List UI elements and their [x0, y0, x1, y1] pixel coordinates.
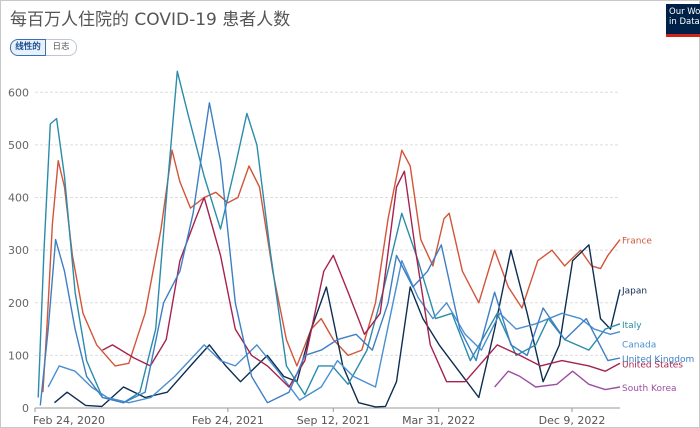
series-label-united-states: United States — [622, 360, 683, 370]
x-tick-label: Feb 24, 2020 — [33, 414, 105, 427]
line-japan — [54, 244, 621, 408]
logo-accent-bar — [666, 34, 700, 37]
x-tick-label: Mar 31, 2022 — [402, 414, 475, 427]
line-italy — [37, 70, 621, 404]
log-scale-toggle[interactable]: 日志 — [45, 39, 77, 56]
series-label-japan: Japan — [621, 287, 647, 297]
x-tick-label: Sep 12, 2021 — [297, 414, 370, 427]
y-tick-label: 300 — [8, 244, 29, 257]
y-tick-label: 500 — [8, 139, 29, 152]
series-label-canada: Canada — [622, 341, 656, 351]
linear-scale-toggle[interactable]: 线性的 — [10, 39, 46, 56]
line-united-states — [102, 170, 621, 388]
grid-lines — [35, 91, 620, 409]
x-tick-label: Dec 9, 2022 — [539, 414, 606, 427]
series-label-italy: Italy — [622, 321, 642, 331]
y-tick-label: 600 — [8, 86, 29, 99]
owid-logo[interactable]: Our World in Data — [666, 4, 700, 34]
logo-line-1: Our World — [669, 7, 700, 17]
y-tick-label: 0 — [22, 402, 29, 415]
line-canada — [47, 260, 621, 404]
y-tick-label: 100 — [8, 349, 29, 362]
series-labels: France Japan Italy Canada United StatesUnite… — [621, 237, 694, 394]
series-label-france: France — [622, 237, 652, 247]
line-france — [42, 149, 621, 393]
chart-title: 每百万人住院的 COVID-19 患者人数 — [10, 10, 291, 30]
y-tick-label: 400 — [8, 192, 29, 205]
series-lines — [37, 70, 621, 408]
logo-line-2: in Data — [669, 17, 700, 27]
series-label-united-kingdom: United Kingdom — [622, 355, 694, 365]
y-axis-ticks: 0 100 200 300 400 500 600 — [8, 86, 29, 415]
x-tick-label: Feb 24, 2021 — [192, 414, 264, 427]
series-label-south-korea: South Korea — [622, 384, 677, 394]
line-south-korea — [494, 370, 621, 391]
line-united-kingdom — [39, 102, 621, 406]
y-tick-label: 200 — [8, 297, 29, 310]
x-axis-ticks: Feb 24, 2020 Feb 24, 2021 Sep 12, 2021 Mar … — [33, 408, 605, 427]
